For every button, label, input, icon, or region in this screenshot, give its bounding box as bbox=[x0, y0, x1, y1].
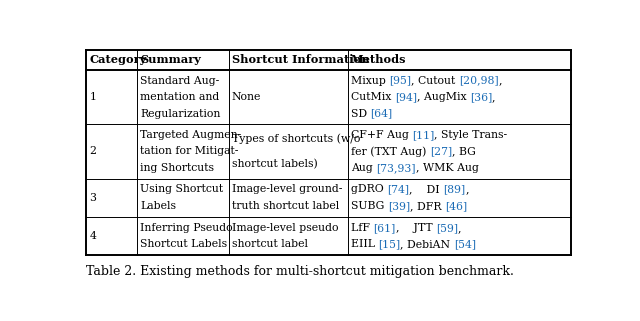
Text: [39]: [39] bbox=[388, 201, 410, 211]
Text: , Cutout: , Cutout bbox=[411, 76, 459, 86]
Text: ,    JTT: , JTT bbox=[396, 223, 436, 233]
Text: 3: 3 bbox=[90, 193, 97, 203]
Text: , Style Trans-: , Style Trans- bbox=[435, 130, 508, 140]
Text: [59]: [59] bbox=[436, 223, 458, 233]
Text: mentation and: mentation and bbox=[140, 92, 220, 102]
Text: Table 2. Existing methods for multi-shortcut mitigation benchmark.: Table 2. Existing methods for multi-shor… bbox=[86, 265, 515, 278]
Text: CF+F Aug: CF+F Aug bbox=[351, 130, 412, 140]
Text: , WMK Aug: , WMK Aug bbox=[415, 163, 479, 173]
Text: [89]: [89] bbox=[443, 185, 465, 195]
Text: Types of shortcuts (w/o: Types of shortcuts (w/o bbox=[232, 134, 360, 144]
Text: None: None bbox=[232, 92, 261, 102]
Text: ,: , bbox=[458, 223, 461, 233]
Text: , AugMix: , AugMix bbox=[417, 92, 470, 102]
Text: Image-level pseudo: Image-level pseudo bbox=[232, 223, 339, 233]
Text: Image-level ground-: Image-level ground- bbox=[232, 185, 342, 195]
Text: [74]: [74] bbox=[387, 185, 409, 195]
Text: LfF: LfF bbox=[351, 223, 373, 233]
Text: Using Shortcut: Using Shortcut bbox=[140, 185, 223, 195]
Text: [61]: [61] bbox=[373, 223, 396, 233]
Text: EIIL: EIIL bbox=[351, 239, 378, 249]
Text: Aug: Aug bbox=[351, 163, 376, 173]
Text: ,: , bbox=[492, 92, 495, 102]
Text: SUBG: SUBG bbox=[351, 201, 388, 211]
Text: Targeted Augmen-: Targeted Augmen- bbox=[140, 130, 241, 140]
Text: ,    DI: , DI bbox=[409, 185, 443, 195]
Text: Standard Aug-: Standard Aug- bbox=[140, 76, 220, 86]
Text: ,: , bbox=[465, 185, 469, 195]
Text: 1: 1 bbox=[90, 92, 97, 102]
Text: [73,93]: [73,93] bbox=[376, 163, 415, 173]
Text: truth shortcut label: truth shortcut label bbox=[232, 201, 339, 211]
Text: ing Shortcuts: ing Shortcuts bbox=[140, 163, 214, 173]
Text: Summary: Summary bbox=[140, 54, 201, 65]
Text: [64]: [64] bbox=[371, 108, 392, 118]
Text: 4: 4 bbox=[90, 231, 96, 241]
Text: [36]: [36] bbox=[470, 92, 492, 102]
Text: gDRO: gDRO bbox=[351, 185, 387, 195]
Text: 2: 2 bbox=[90, 146, 97, 156]
Text: shortcut labels): shortcut labels) bbox=[232, 159, 317, 169]
Text: fer (TXT Aug): fer (TXT Aug) bbox=[351, 146, 429, 157]
Text: , DFR: , DFR bbox=[410, 201, 445, 211]
Text: [54]: [54] bbox=[454, 239, 476, 249]
Text: [94]: [94] bbox=[395, 92, 417, 102]
Text: [46]: [46] bbox=[445, 201, 467, 211]
Text: ,: , bbox=[499, 76, 502, 86]
Text: Mixup: Mixup bbox=[351, 76, 389, 86]
Text: Labels: Labels bbox=[140, 201, 176, 211]
Text: Regularization: Regularization bbox=[140, 108, 220, 118]
Text: CutMix: CutMix bbox=[351, 92, 395, 102]
Text: [95]: [95] bbox=[389, 76, 411, 86]
Text: shortcut label: shortcut label bbox=[232, 239, 308, 249]
Text: Category: Category bbox=[90, 54, 147, 65]
Text: [11]: [11] bbox=[412, 130, 435, 140]
Text: [27]: [27] bbox=[429, 146, 452, 156]
Text: , BG: , BG bbox=[452, 146, 476, 156]
Text: Methods: Methods bbox=[351, 54, 406, 65]
Text: , DebiAN: , DebiAN bbox=[401, 239, 454, 249]
Text: tation for Mitigat-: tation for Mitigat- bbox=[140, 146, 238, 156]
Text: [15]: [15] bbox=[378, 239, 401, 249]
Text: SD: SD bbox=[351, 108, 371, 118]
Text: Shortcut Information: Shortcut Information bbox=[232, 54, 369, 65]
Text: [20,98]: [20,98] bbox=[459, 76, 499, 86]
Text: Shortcut Labels: Shortcut Labels bbox=[140, 239, 227, 249]
Text: Inferring Pseudo: Inferring Pseudo bbox=[140, 223, 233, 233]
